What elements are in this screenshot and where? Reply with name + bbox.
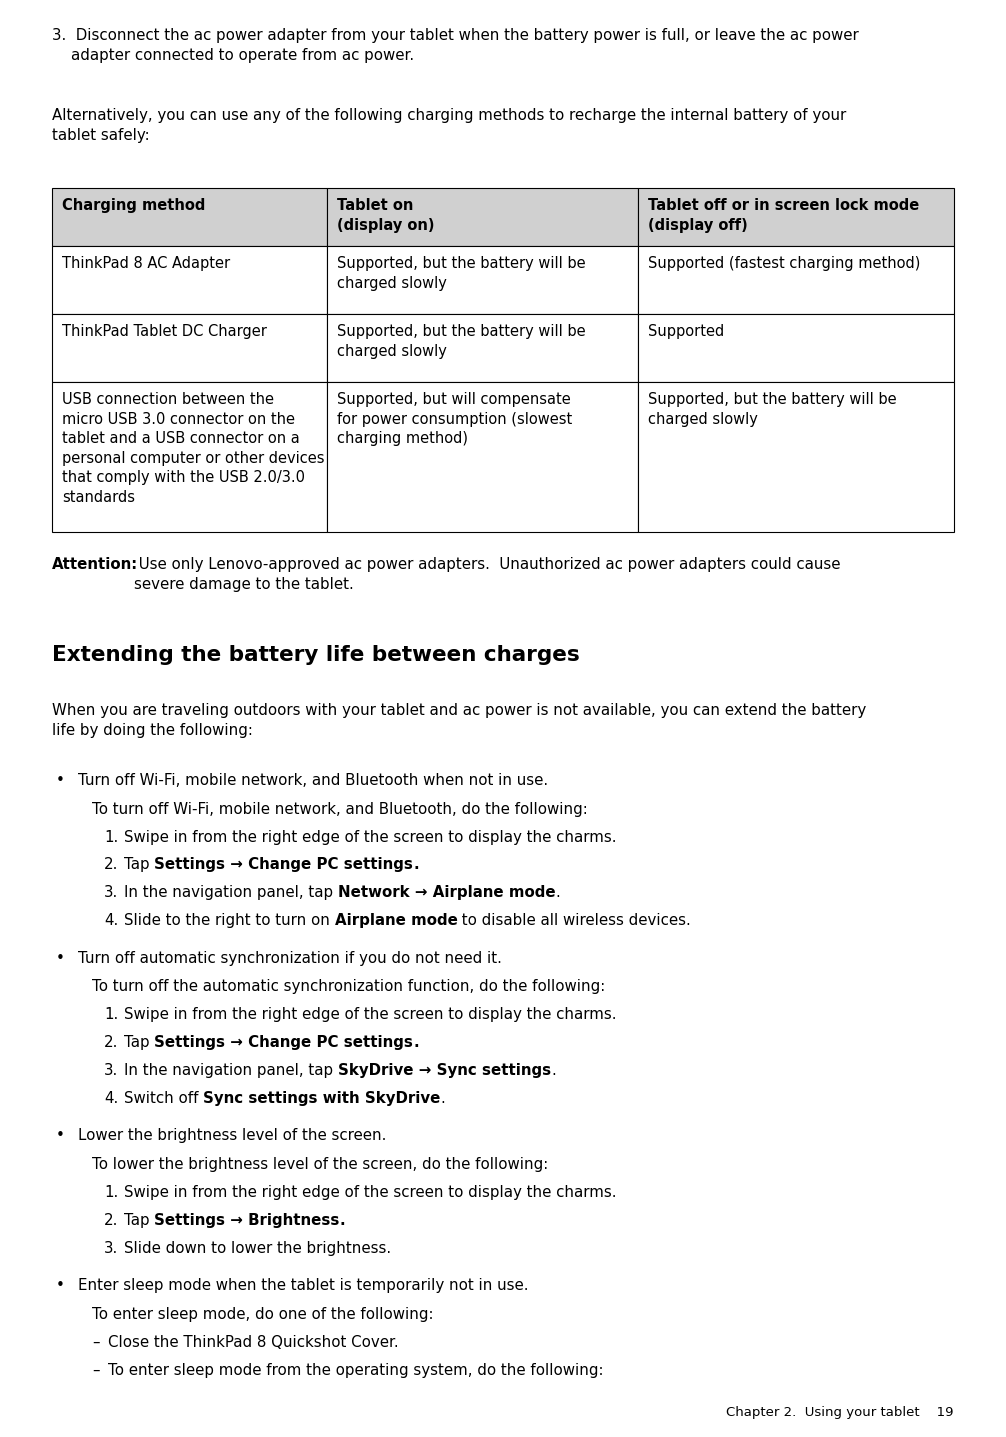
Text: Tap: Tap [124, 1035, 154, 1050]
Text: .: . [340, 1213, 345, 1227]
Bar [638, 382, 954, 532]
Text: Swipe in from the right edge of the screen to display the charms.: Swipe in from the right edge of the scre… [124, 1007, 617, 1022]
Text: Supported: Supported [648, 323, 724, 339]
Text: 4.: 4. [104, 912, 119, 928]
Text: 2.: 2. [104, 858, 119, 872]
Text: 3.: 3. [104, 1240, 119, 1256]
Text: To turn off Wi-Fi, mobile network, and Bluetooth, do the following:: To turn off Wi-Fi, mobile network, and B… [92, 802, 588, 816]
Text: 3.: 3. [104, 1063, 119, 1078]
Text: 4.: 4. [104, 1091, 119, 1105]
Text: Settings → Brightness: Settings → Brightness [154, 1213, 340, 1227]
Text: Sync settings with SkyDrive: Sync settings with SkyDrive [203, 1091, 441, 1105]
Text: 2.: 2. [104, 1213, 119, 1227]
Text: Tap: Tap [124, 1213, 154, 1227]
Text: Supported, but the battery will be
charged slowly: Supported, but the battery will be charg… [648, 392, 897, 427]
Text: .: . [555, 885, 560, 900]
Bar [52, 382, 327, 532]
Text: 3.: 3. [104, 885, 119, 900]
Text: SkyDrive → Sync settings: SkyDrive → Sync settings [338, 1063, 551, 1078]
Text: In the navigation panel, tap: In the navigation panel, tap [124, 1063, 338, 1078]
Text: Airplane mode: Airplane mode [335, 912, 458, 928]
Text: Supported (fastest charging method): Supported (fastest charging method) [648, 256, 920, 272]
Text: To lower the brightness level of the screen, do the following:: To lower the brightness level of the scr… [92, 1157, 548, 1173]
Text: To enter sleep mode from the operating system, do the following:: To enter sleep mode from the operating s… [108, 1362, 604, 1378]
Text: Tap: Tap [124, 858, 154, 872]
Text: Chapter 2.  Using your tablet    19: Chapter 2. Using your tablet 19 [726, 1405, 954, 1418]
Text: Tablet off or in screen lock mode
(display off): Tablet off or in screen lock mode (displ… [648, 198, 919, 233]
Text: •: • [56, 1128, 64, 1144]
Text: ThinkPad 8 AC Adapter: ThinkPad 8 AC Adapter [62, 256, 230, 272]
Bar [327, 246, 638, 315]
Text: Lower the brightness level of the screen.: Lower the brightness level of the screen… [78, 1128, 386, 1144]
Text: –: – [92, 1362, 100, 1378]
Text: In the navigation panel, tap: In the navigation panel, tap [124, 885, 338, 900]
Text: .: . [551, 1063, 555, 1078]
Text: Turn off Wi-Fi, mobile network, and Bluetooth when not in use.: Turn off Wi-Fi, mobile network, and Blue… [78, 773, 548, 787]
Text: Supported, but the battery will be
charged slowly: Supported, but the battery will be charg… [337, 256, 585, 290]
Text: Swipe in from the right edge of the screen to display the charms.: Swipe in from the right edge of the scre… [124, 829, 617, 845]
Text: 2.: 2. [104, 1035, 119, 1050]
Text: Slide to the right to turn on: Slide to the right to turn on [124, 912, 335, 928]
Text: USB connection between the
micro USB 3.0 connector on the
tablet and a USB conne: USB connection between the micro USB 3.0… [62, 392, 325, 504]
Bar [327, 315, 638, 382]
Text: Network → Airplane mode: Network → Airplane mode [338, 885, 555, 900]
Bar [52, 188, 327, 246]
Bar [327, 188, 638, 246]
Bar [52, 315, 327, 382]
Text: •: • [56, 951, 64, 966]
Text: •: • [56, 1279, 64, 1293]
Text: To turn off the automatic synchronization function, do the following:: To turn off the automatic synchronizatio… [92, 979, 606, 994]
Text: Settings → Change PC settings: Settings → Change PC settings [154, 858, 413, 872]
Bar [638, 246, 954, 315]
Text: Swipe in from the right edge of the screen to display the charms.: Swipe in from the right edge of the scre… [124, 1186, 617, 1200]
Text: 1.: 1. [104, 1186, 119, 1200]
Text: Close the ThinkPad 8 Quickshot Cover.: Close the ThinkPad 8 Quickshot Cover. [108, 1335, 398, 1349]
Text: Supported, but the battery will be
charged slowly: Supported, but the battery will be charg… [337, 323, 585, 359]
Text: Supported, but will compensate
for power consumption (slowest
charging method): Supported, but will compensate for power… [337, 392, 572, 445]
Bar [327, 382, 638, 532]
Text: Alternatively, you can use any of the following charging methods to recharge the: Alternatively, you can use any of the fo… [52, 108, 846, 144]
Text: –: – [92, 1335, 100, 1349]
Text: 1.: 1. [104, 1007, 119, 1022]
Text: Use only Lenovo-approved ac power adapters.  Unauthorized ac power adapters coul: Use only Lenovo-approved ac power adapte… [134, 558, 840, 592]
Text: 1.: 1. [104, 829, 119, 845]
Bar [638, 315, 954, 382]
Text: ThinkPad Tablet DC Charger: ThinkPad Tablet DC Charger [62, 323, 267, 339]
Text: Turn off automatic synchronization if you do not need it.: Turn off automatic synchronization if yo… [78, 951, 502, 966]
Text: Settings → Change PC settings: Settings → Change PC settings [154, 1035, 413, 1050]
Text: .: . [441, 1091, 446, 1105]
Text: .: . [413, 1035, 418, 1050]
Text: .: . [413, 858, 418, 872]
Text: Switch off: Switch off [124, 1091, 203, 1105]
Text: Extending the battery life between charges: Extending the battery life between charg… [52, 645, 579, 665]
Text: Slide down to lower the brightness.: Slide down to lower the brightness. [124, 1240, 391, 1256]
Text: When you are traveling outdoors with your tablet and ac power is not available, : When you are traveling outdoors with you… [52, 703, 866, 739]
Text: 3.  Disconnect the ac power adapter from your tablet when the battery power is f: 3. Disconnect the ac power adapter from … [52, 27, 859, 63]
Text: to disable all wireless devices.: to disable all wireless devices. [458, 912, 691, 928]
Text: Attention:: Attention: [52, 558, 138, 572]
Bar [638, 188, 954, 246]
Text: Charging method: Charging method [62, 198, 205, 213]
Text: To enter sleep mode, do one of the following:: To enter sleep mode, do one of the follo… [92, 1306, 434, 1322]
Text: •: • [56, 773, 64, 787]
Text: Tablet on
(display on): Tablet on (display on) [337, 198, 435, 233]
Text: Enter sleep mode when the tablet is temporarily not in use.: Enter sleep mode when the tablet is temp… [78, 1279, 528, 1293]
Bar [52, 246, 327, 315]
